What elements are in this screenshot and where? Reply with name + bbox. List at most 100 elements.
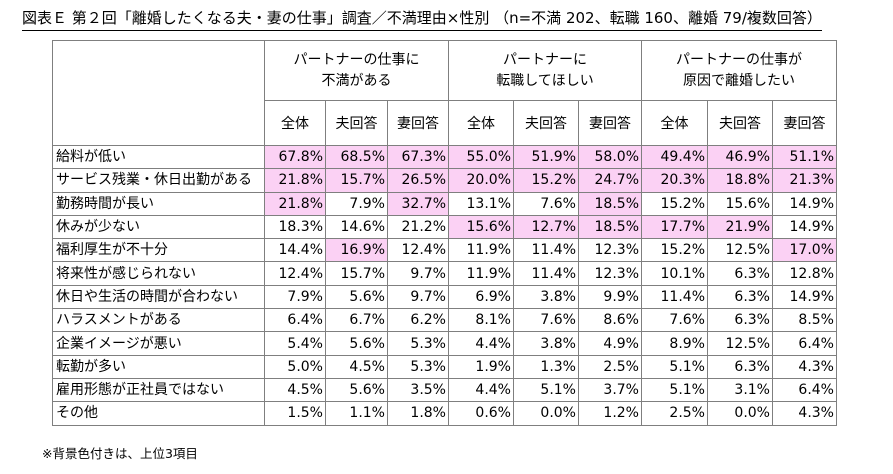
value-cell: 11.9%	[448, 238, 514, 263]
value-cell: 5.3%	[387, 354, 449, 379]
table-row: その他 1.5% 1.1% 1.8% 0.6% 0.0% 1.2% 2.5% 0.0% 4.3%	[52, 401, 837, 426]
row-label: 休日や生活の時間が合わない	[52, 284, 265, 310]
value-cell: 8.9%	[641, 331, 708, 356]
value-cell: 67.8%	[264, 144, 326, 170]
value-cell: 17.0%	[772, 238, 837, 263]
value-cell: 15.2%	[641, 238, 708, 263]
value-cell: 5.1%	[641, 354, 708, 379]
value-cell: 5.4%	[264, 331, 326, 356]
value-cell: 12.8%	[772, 261, 837, 286]
value-cell: 17.7%	[641, 214, 708, 240]
table-row: サービス残業・休日出勤がある 21.8% 15.7% 26.5% 20.0% 15.2% 2…	[52, 168, 837, 193]
figure-title: 図表Ｅ 第２回「離婚したくなる夫・妻の仕事」調査／不満理由×性別 （n=不満 2…	[22, 6, 822, 31]
value-cell: 14.9%	[772, 191, 837, 216]
value-cell: 15.2%	[513, 168, 579, 193]
value-cell: 14.4%	[264, 238, 326, 263]
table-row: 転勤が多い 5.0% 4.5% 5.3% 1.9% 1.3% 2.5% 5.1% 6.3% 4.3…	[52, 354, 837, 379]
value-cell: 24.7%	[578, 168, 642, 193]
value-cell: 51.1%	[772, 144, 837, 170]
value-cell: 12.5%	[707, 238, 773, 263]
value-cell: 4.9%	[578, 331, 642, 356]
row-label: 雇用形態が正社員ではない	[52, 377, 265, 403]
value-cell: 26.5%	[387, 168, 449, 193]
value-cell: 15.2%	[641, 191, 708, 216]
value-cell: 15.7%	[325, 168, 388, 193]
row-label: 企業イメージが悪い	[52, 331, 265, 356]
value-cell: 6.7%	[325, 308, 388, 333]
value-cell: 11.4%	[641, 284, 708, 310]
value-cell: 5.1%	[641, 377, 708, 403]
value-cell: 32.7%	[387, 191, 449, 216]
value-cell: 7.9%	[264, 284, 326, 310]
value-cell: 11.4%	[513, 261, 579, 286]
value-cell: 12.4%	[387, 238, 449, 263]
value-cell: 8.1%	[448, 308, 514, 333]
value-cell: 1.9%	[448, 354, 514, 379]
value-cell: 8.5%	[772, 308, 837, 333]
value-cell: 21.8%	[264, 168, 326, 193]
value-cell: 2.5%	[578, 354, 642, 379]
value-cell: 6.3%	[707, 261, 773, 286]
value-cell: 51.9%	[513, 144, 579, 170]
value-cell: 1.2%	[578, 401, 642, 426]
subheader: 夫回答	[325, 100, 388, 146]
value-cell: 21.2%	[387, 214, 449, 240]
value-cell: 9.9%	[578, 284, 642, 310]
value-cell: 4.3%	[772, 401, 837, 426]
value-cell: 3.8%	[513, 284, 579, 310]
value-cell: 21.8%	[264, 191, 326, 216]
table-body: 給料が低い 67.8% 68.5% 67.3% 55.0% 51.9% 58.0% 49.4%…	[52, 144, 837, 426]
row-label: 勤務時間が長い	[52, 191, 265, 216]
value-cell: 12.5%	[707, 331, 773, 356]
value-cell: 1.8%	[387, 401, 449, 426]
value-cell: 18.8%	[707, 168, 773, 193]
table-row: 福利厚生が不十分 14.4% 16.9% 12.4% 11.9% 11.4% 12.3% 15…	[52, 238, 837, 263]
value-cell: 6.3%	[707, 308, 773, 333]
value-cell: 68.5%	[325, 144, 388, 170]
value-cell: 15.7%	[325, 261, 388, 286]
subheader: 妻回答	[578, 100, 642, 146]
value-cell: 9.7%	[387, 284, 449, 310]
value-cell: 18.3%	[264, 214, 326, 240]
subheader: 夫回答	[513, 100, 579, 146]
value-cell: 4.4%	[448, 331, 514, 356]
value-cell: 6.9%	[448, 284, 514, 310]
value-cell: 12.7%	[513, 214, 579, 240]
value-cell: 13.1%	[448, 191, 514, 216]
value-cell: 11.4%	[513, 238, 579, 263]
row-label: ハラスメントがある	[52, 308, 265, 333]
row-label: 給料が低い	[52, 144, 265, 170]
value-cell: 1.5%	[264, 401, 326, 426]
value-cell: 0.0%	[707, 401, 773, 426]
table-row: 勤務時間が長い 21.8% 7.9% 32.7% 13.1% 7.6% 18.5% 15.2%…	[52, 191, 837, 216]
value-cell: 49.4%	[641, 144, 708, 170]
value-cell: 7.6%	[513, 308, 579, 333]
group-header-divorce: パートナーの仕事が 原因で離婚したい	[641, 40, 837, 101]
value-cell: 6.2%	[387, 308, 449, 333]
value-cell: 14.6%	[325, 214, 388, 240]
value-cell: 5.3%	[387, 331, 449, 356]
value-cell: 46.9%	[707, 144, 773, 170]
table-row: 休日や生活の時間が合わない 7.9% 5.6% 9.7% 6.9% 3.8% 9.9% 11.…	[52, 284, 837, 310]
value-cell: 1.3%	[513, 354, 579, 379]
row-label: 福利厚生が不十分	[52, 238, 265, 263]
value-cell: 5.6%	[325, 284, 388, 310]
value-cell: 6.4%	[772, 331, 837, 356]
value-cell: 6.3%	[707, 284, 773, 310]
corner-cell	[52, 40, 265, 146]
value-cell: 4.3%	[772, 354, 837, 379]
value-cell: 2.5%	[641, 401, 708, 426]
value-cell: 15.6%	[448, 214, 514, 240]
table-row: 将来性が感じられない 12.4% 15.7% 9.7% 11.9% 11.4% 12.3% 1…	[52, 261, 837, 286]
value-cell: 55.0%	[448, 144, 514, 170]
value-cell: 7.6%	[641, 308, 708, 333]
value-cell: 0.6%	[448, 401, 514, 426]
results-table: パートナーの仕事に 不満がある パートナーに 転職してほしい パートナーの仕事が 原因…	[52, 40, 837, 426]
value-cell: 12.4%	[264, 261, 326, 286]
row-label: 将来性が感じられない	[52, 261, 265, 286]
value-cell: 12.3%	[578, 261, 642, 286]
value-cell: 3.8%	[513, 331, 579, 356]
subheader: 全体	[448, 100, 514, 146]
subheader: 夫回答	[707, 100, 773, 146]
